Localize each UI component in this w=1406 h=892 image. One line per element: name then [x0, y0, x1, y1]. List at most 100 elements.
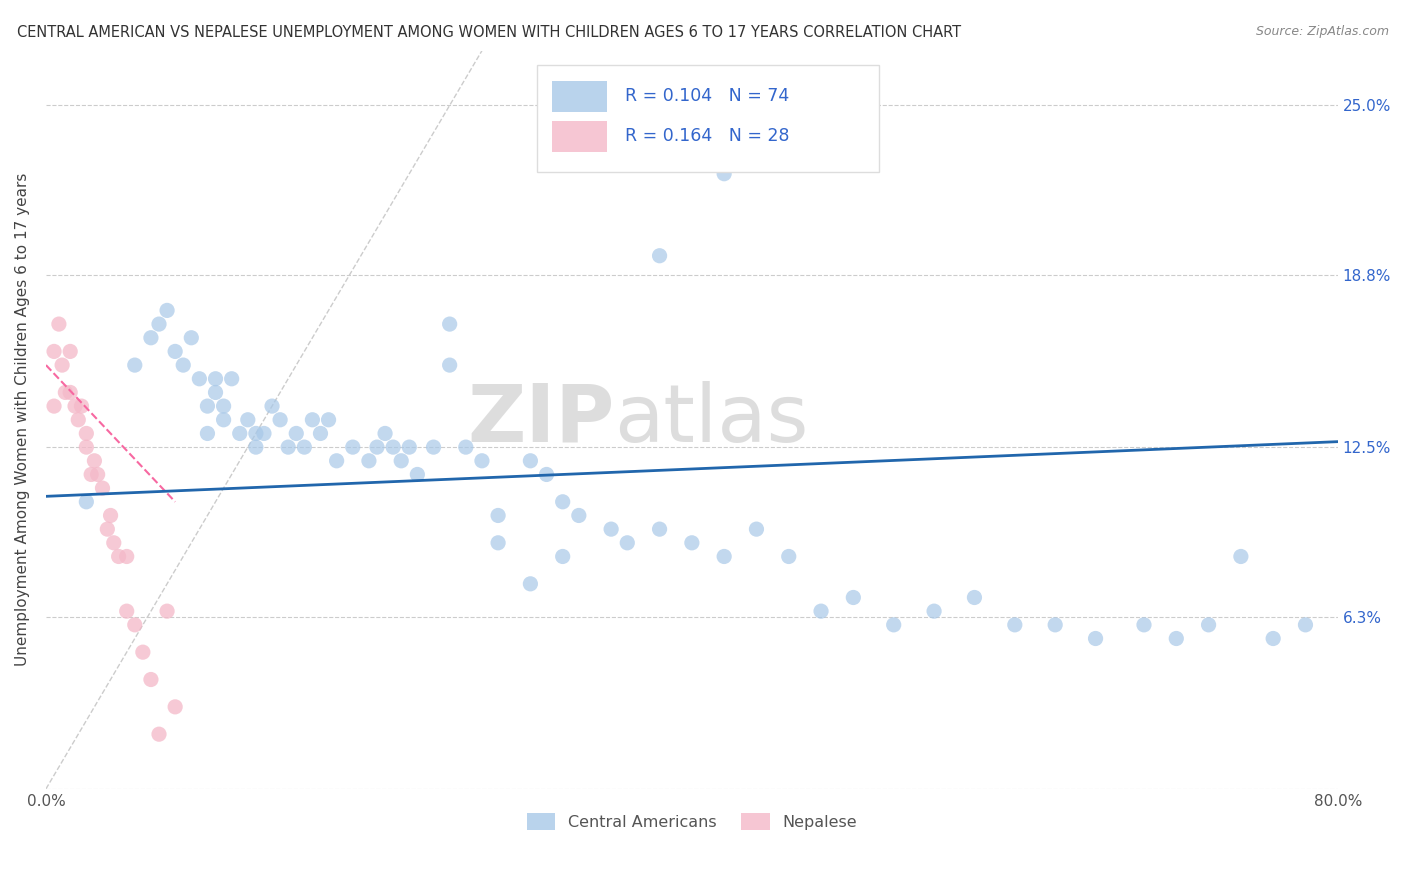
Point: [42, 399, 65, 413]
Point: [172, 358, 194, 372]
Point: [1004, 617, 1026, 632]
Point: [70, 399, 93, 413]
Point: [1084, 632, 1107, 646]
Point: [197, 399, 219, 413]
Text: R = 0.104   N = 74: R = 0.104 N = 74: [624, 87, 789, 105]
Point: [342, 440, 364, 454]
Point: [48, 317, 70, 331]
Point: [1263, 632, 1285, 646]
Point: [1133, 617, 1156, 632]
Point: [212, 413, 235, 427]
Text: Source: ZipAtlas.com: Source: ZipAtlas.com: [1256, 25, 1389, 38]
Point: [366, 440, 388, 454]
Point: [301, 413, 323, 427]
Point: [96, 522, 118, 536]
Point: [1198, 617, 1220, 632]
Point: [75, 426, 97, 441]
Point: [67, 413, 90, 427]
Point: [745, 522, 768, 536]
Point: [810, 604, 832, 618]
Point: [713, 549, 735, 564]
Point: [486, 536, 509, 550]
Point: [80, 467, 103, 482]
Point: [883, 617, 905, 632]
Point: [519, 577, 541, 591]
Point: [963, 591, 986, 605]
Point: [124, 358, 146, 372]
Point: [180, 331, 202, 345]
Point: [292, 440, 315, 454]
Point: [100, 508, 122, 523]
Point: [124, 617, 146, 632]
Point: [536, 467, 558, 482]
Point: [197, 426, 219, 441]
Point: [454, 440, 477, 454]
Point: [204, 372, 226, 386]
Point: [616, 536, 638, 550]
Point: [551, 549, 574, 564]
Point: [471, 454, 494, 468]
Point: [221, 372, 243, 386]
Point: [519, 454, 541, 468]
Point: [1043, 617, 1066, 632]
Point: [165, 344, 187, 359]
Point: [156, 604, 179, 618]
Point: [778, 549, 800, 564]
Bar: [553, 81, 606, 112]
Point: [156, 303, 179, 318]
Point: [398, 440, 420, 454]
Point: [568, 508, 591, 523]
Point: [139, 331, 162, 345]
FancyBboxPatch shape: [537, 65, 879, 172]
Text: atlas: atlas: [614, 381, 808, 458]
Point: [1294, 617, 1316, 632]
Point: [132, 645, 155, 659]
Point: [42, 344, 65, 359]
Point: [139, 673, 162, 687]
Point: [1166, 632, 1188, 646]
Point: [229, 426, 252, 441]
Point: [51, 358, 73, 372]
Point: [59, 344, 82, 359]
Text: CENTRAL AMERICAN VS NEPALESE UNEMPLOYMENT AMONG WOMEN WITH CHILDREN AGES 6 TO 17: CENTRAL AMERICAN VS NEPALESE UNEMPLOYMEN…: [17, 25, 960, 40]
Point: [357, 454, 380, 468]
Point: [422, 440, 444, 454]
Point: [1230, 549, 1253, 564]
Point: [115, 549, 138, 564]
Y-axis label: Unemployment Among Women with Children Ages 6 to 17 years: Unemployment Among Women with Children A…: [15, 173, 30, 666]
Point: [325, 454, 347, 468]
Text: R = 0.164   N = 28: R = 0.164 N = 28: [624, 128, 789, 145]
Point: [107, 549, 129, 564]
Point: [212, 399, 235, 413]
Point: [600, 522, 623, 536]
Point: [439, 358, 461, 372]
Point: [236, 413, 259, 427]
Point: [277, 440, 299, 454]
Point: [486, 508, 509, 523]
Point: [681, 536, 703, 550]
Point: [53, 385, 76, 400]
Point: [439, 317, 461, 331]
Point: [148, 317, 170, 331]
Point: [648, 249, 671, 263]
Point: [188, 372, 211, 386]
Point: [83, 454, 105, 468]
Point: [75, 440, 97, 454]
Point: [406, 467, 429, 482]
Point: [269, 413, 291, 427]
Point: [253, 426, 276, 441]
Point: [309, 426, 332, 441]
Point: [551, 495, 574, 509]
Point: [75, 495, 97, 509]
Point: [318, 413, 340, 427]
Point: [374, 426, 396, 441]
Point: [91, 481, 114, 495]
Point: [922, 604, 945, 618]
Point: [86, 467, 108, 482]
Bar: [553, 120, 606, 152]
Point: [842, 591, 865, 605]
Legend: Central Americans, Nepalese: Central Americans, Nepalese: [520, 807, 863, 837]
Point: [103, 536, 125, 550]
Point: [245, 440, 267, 454]
Point: [59, 385, 82, 400]
